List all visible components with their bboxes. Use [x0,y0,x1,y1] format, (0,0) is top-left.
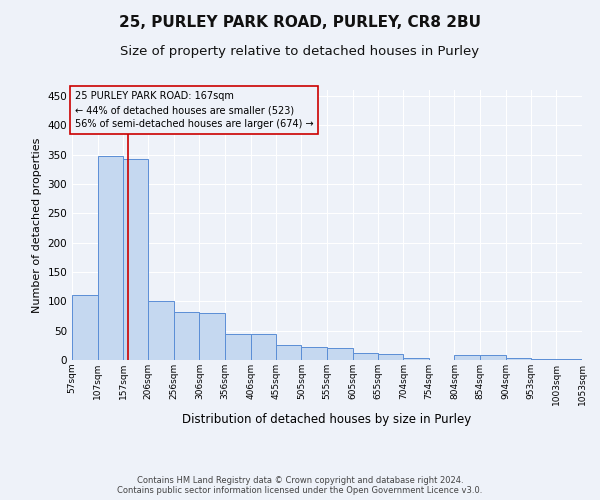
Bar [72,296,98,360]
Bar [403,358,429,360]
Bar [174,312,199,360]
Bar [378,354,403,360]
Y-axis label: Number of detached properties: Number of detached properties [32,138,42,312]
Bar [251,334,276,360]
Bar [556,359,582,360]
Bar [276,346,301,360]
Bar [531,359,556,360]
Text: Contains HM Land Registry data © Crown copyright and database right 2024.
Contai: Contains HM Land Registry data © Crown c… [118,476,482,495]
Bar [98,156,123,360]
Bar [454,354,480,360]
Text: 25, PURLEY PARK ROAD, PURLEY, CR8 2BU: 25, PURLEY PARK ROAD, PURLEY, CR8 2BU [119,15,481,30]
Text: Size of property relative to detached houses in Purley: Size of property relative to detached ho… [121,45,479,58]
Bar [225,334,251,360]
X-axis label: Distribution of detached houses by size in Purley: Distribution of detached houses by size … [182,413,472,426]
Bar [480,354,506,360]
Bar [123,158,148,360]
Bar [506,358,531,360]
Bar [199,313,225,360]
Text: 25 PURLEY PARK ROAD: 167sqm
← 44% of detached houses are smaller (523)
56% of se: 25 PURLEY PARK ROAD: 167sqm ← 44% of det… [74,92,313,130]
Bar [327,348,353,360]
Bar [148,302,174,360]
Bar [353,353,378,360]
Bar [301,347,327,360]
